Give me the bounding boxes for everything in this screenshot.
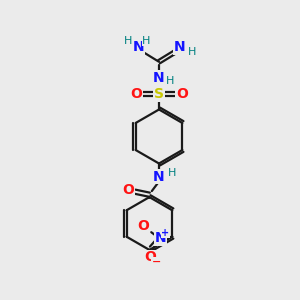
Text: O: O — [176, 87, 188, 101]
Text: H: H — [166, 76, 175, 86]
Text: +: + — [161, 228, 169, 238]
Text: N: N — [174, 40, 186, 54]
Text: H: H — [188, 47, 196, 57]
Text: O: O — [122, 183, 134, 197]
Text: N: N — [155, 231, 167, 245]
Text: N: N — [153, 71, 164, 85]
Text: O: O — [144, 250, 156, 264]
Text: S: S — [154, 87, 164, 101]
Text: N: N — [133, 40, 145, 54]
Text: H: H — [167, 168, 176, 178]
Text: −: − — [152, 257, 161, 267]
Text: O: O — [130, 87, 142, 101]
Text: N: N — [153, 170, 165, 184]
Text: O: O — [137, 219, 149, 233]
Text: H: H — [124, 36, 133, 46]
Text: H: H — [142, 36, 151, 46]
